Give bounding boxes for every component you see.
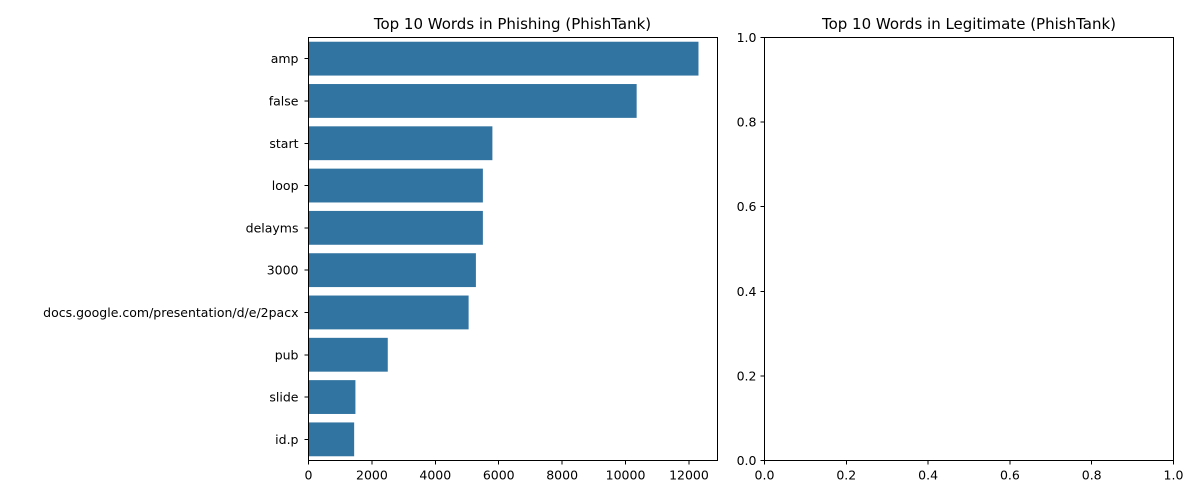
phishing-x-tick-label: 10000 <box>606 468 646 483</box>
phishing-bar <box>308 295 469 330</box>
phishing-bars <box>308 41 699 457</box>
phishing-bar <box>308 168 483 203</box>
legitimate-y-tick-label: 0.8 <box>737 115 757 130</box>
phishing-category-label: loop <box>272 178 299 193</box>
phishing-x-tick-label: 12000 <box>669 468 709 483</box>
phishing-category-label: id.p <box>275 432 298 447</box>
legitimate-x-tick-label: 0.8 <box>1082 468 1102 483</box>
legitimate-x-tick-label: 0.0 <box>755 468 775 483</box>
phishing-bar <box>308 337 388 372</box>
phishing-bar <box>308 422 355 457</box>
phishing-bar <box>308 380 356 414</box>
phishing-bar <box>308 41 699 76</box>
phishing-x-ticks: 0 2000 4000 6000 8000 10000 12000 <box>305 460 709 483</box>
legitimate-x-tick-label: 1.0 <box>1164 468 1184 483</box>
legitimate-axes-frame <box>764 37 1174 461</box>
legitimate-chart-title: Top 10 Words in Legitimate (PhishTank) <box>821 15 1116 33</box>
phishing-category-label: start <box>269 136 298 151</box>
legitimate-x-tick-label: 0.2 <box>836 468 856 483</box>
phishing-bar <box>308 210 483 245</box>
legitimate-chart: Top 10 Words in Legitimate (PhishTank) 0… <box>737 15 1184 483</box>
phishing-category-label: slide <box>269 390 298 405</box>
legitimate-y-ticks: 0.0 0.2 0.4 0.6 0.8 1.0 <box>737 30 765 468</box>
phishing-category-label: docs.google.com/presentation/d/e/2pacx <box>43 305 298 320</box>
phishing-x-tick-label: 6000 <box>483 468 515 483</box>
phishing-category-label: false <box>269 93 299 108</box>
phishing-bar <box>308 126 493 161</box>
phishing-category-labels: amp false start loop delayms 3000 docs.google.… <box>43 51 309 447</box>
phishing-bar <box>308 84 637 118</box>
phishing-category-label: delayms <box>246 220 299 235</box>
phishing-axes-frame <box>308 37 718 461</box>
phishing-x-tick-label: 4000 <box>419 468 451 483</box>
legitimate-y-tick-label: 1.0 <box>737 30 757 45</box>
legitimate-y-tick-label: 0.6 <box>737 199 757 214</box>
legitimate-x-tick-label: 0.4 <box>918 468 938 483</box>
phishing-chart-title: Top 10 Words in Phishing (PhishTank) <box>373 15 651 33</box>
phishing-category-label: 3000 <box>267 263 299 278</box>
phishing-x-tick-label: 8000 <box>546 468 578 483</box>
legitimate-x-ticks: 0.0 0.2 0.4 0.6 0.8 1.0 <box>755 460 1184 483</box>
phishing-category-label: amp <box>271 51 299 66</box>
legitimate-y-tick-label: 0.4 <box>737 284 757 299</box>
phishing-x-tick-label: 2000 <box>356 468 388 483</box>
phishing-category-label: pub <box>275 347 299 362</box>
phishing-x-tick-label: 0 <box>305 468 313 483</box>
legitimate-x-tick-label: 0.6 <box>1000 468 1020 483</box>
legitimate-y-tick-label: 0.2 <box>737 368 757 383</box>
legitimate-y-tick-label: 0.0 <box>737 453 757 468</box>
phishing-bar <box>308 253 476 288</box>
phishing-chart: Top 10 Words in Phishing (PhishTank) amp… <box>43 15 718 483</box>
